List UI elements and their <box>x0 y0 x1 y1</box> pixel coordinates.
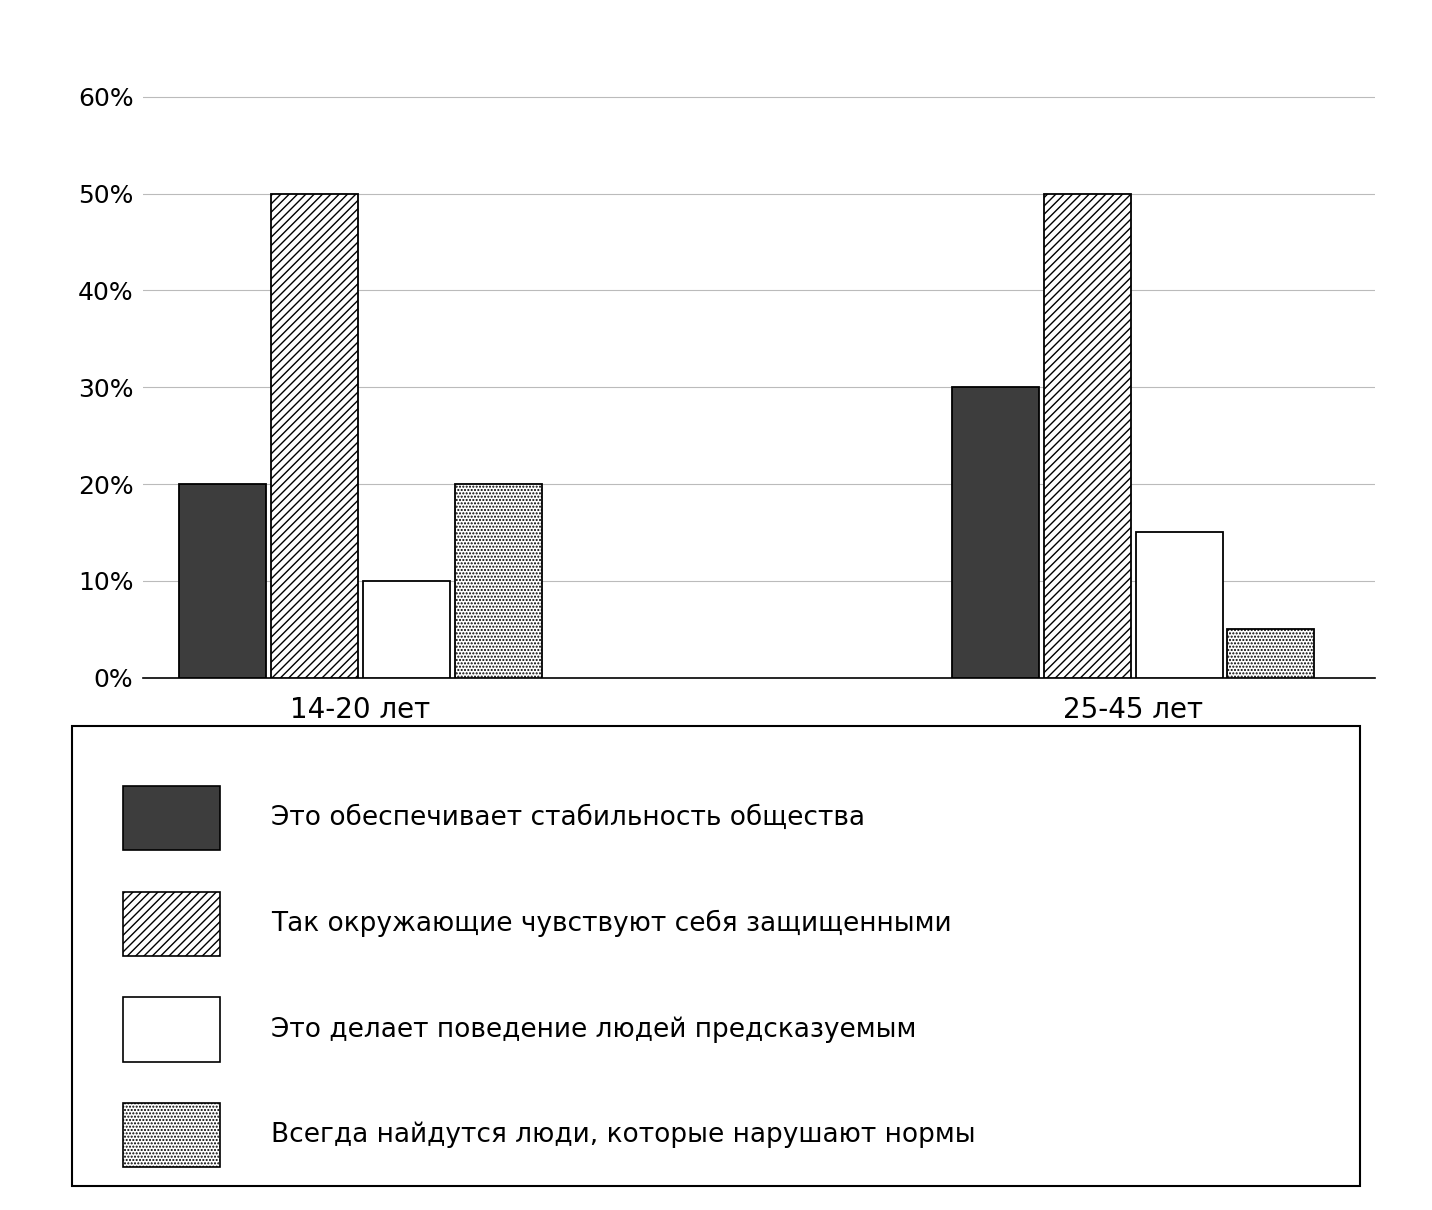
Bar <box>179 484 266 678</box>
Text: Это обеспечивает стабильность общества: Это обеспечивает стабильность общества <box>272 805 865 831</box>
Bar <box>1044 194 1131 678</box>
FancyBboxPatch shape <box>123 997 221 1061</box>
FancyBboxPatch shape <box>123 892 221 956</box>
Text: Это делает поведение людей предсказуемым: Это делает поведение людей предсказуемым <box>272 1016 916 1043</box>
FancyBboxPatch shape <box>123 785 221 851</box>
Bar <box>271 194 358 678</box>
Bar <box>362 581 450 678</box>
FancyBboxPatch shape <box>123 1104 221 1168</box>
Bar <box>952 387 1040 678</box>
Bar <box>455 484 541 678</box>
Bar <box>1136 532 1223 678</box>
Text: Так окружающие чувствуют себя защищенными: Так окружающие чувствуют себя защищенным… <box>272 910 952 938</box>
Text: Всегда найдутся люди, которые нарушают нормы: Всегда найдутся люди, которые нарушают н… <box>272 1122 977 1148</box>
Bar <box>1227 629 1315 678</box>
FancyBboxPatch shape <box>72 726 1360 1186</box>
